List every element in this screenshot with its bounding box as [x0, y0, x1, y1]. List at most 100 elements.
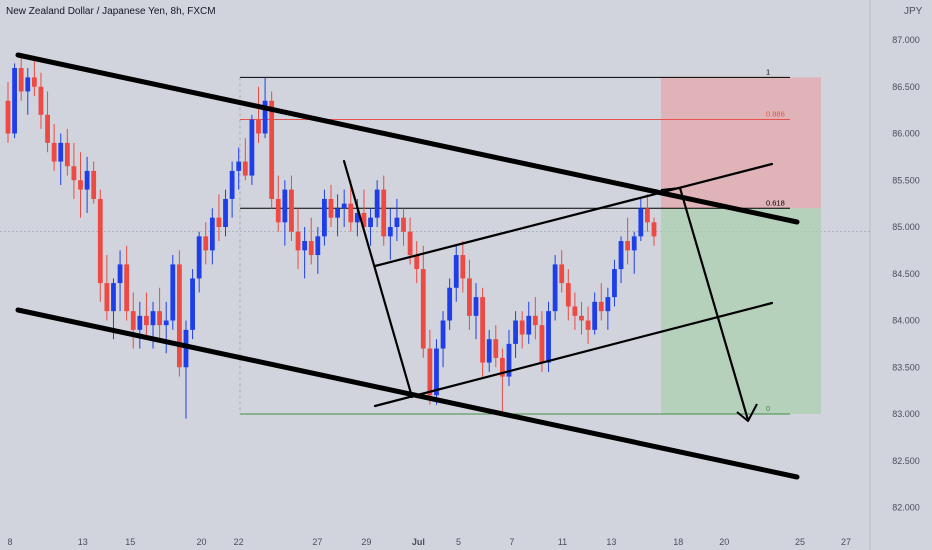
candle-body[interactable]	[552, 264, 558, 312]
candle-body[interactable]	[229, 170, 235, 199]
candle-body[interactable]	[473, 297, 479, 316]
candle-body[interactable]	[130, 311, 136, 330]
candle-body[interactable]	[532, 315, 538, 326]
candle-body[interactable]	[91, 170, 97, 199]
candle-body[interactable]	[157, 311, 163, 326]
candle-body[interactable]	[638, 208, 644, 237]
candle-body[interactable]	[170, 264, 176, 321]
candle-body[interactable]	[579, 315, 584, 321]
candle-body[interactable]	[315, 236, 321, 256]
candle-body[interactable]	[242, 161, 248, 176]
candle-body[interactable]	[539, 325, 545, 363]
candle-body[interactable]	[97, 198, 103, 284]
candle-body[interactable]	[467, 278, 472, 316]
candle-body[interactable]	[565, 283, 571, 307]
candle-body[interactable]	[499, 357, 505, 377]
candle-body[interactable]	[216, 217, 222, 227]
candle-body[interactable]	[592, 301, 598, 330]
trendline-projection-arrow[interactable]	[678, 186, 750, 422]
candle-body[interactable]	[163, 320, 169, 326]
candle-body[interactable]	[295, 231, 301, 251]
candle-body[interactable]	[460, 255, 466, 279]
candle-body[interactable]	[5, 100, 11, 134]
candle-body[interactable]	[434, 348, 439, 396]
candle-body[interactable]	[124, 264, 130, 312]
candle-body[interactable]	[453, 255, 459, 288]
candle-body[interactable]	[111, 283, 116, 312]
candle-body[interactable]	[45, 114, 50, 143]
candle-body[interactable]	[137, 315, 143, 330]
candle-body[interactable]	[618, 241, 624, 270]
candle-body[interactable]	[262, 100, 268, 134]
candle-body[interactable]	[519, 320, 525, 335]
candle-body[interactable]	[407, 231, 413, 256]
candle-body[interactable]	[361, 212, 367, 227]
candle-body[interactable]	[104, 283, 110, 312]
candle-body[interactable]	[223, 198, 228, 227]
candle-body[interactable]	[190, 278, 195, 330]
candle-body[interactable]	[387, 227, 393, 237]
candle-body[interactable]	[322, 198, 327, 237]
candle-body[interactable]	[12, 68, 17, 134]
candle-body[interactable]	[64, 142, 70, 167]
candle-body[interactable]	[381, 189, 387, 237]
candle-body[interactable]	[427, 348, 433, 396]
candle-body[interactable]	[420, 269, 426, 349]
candle-body[interactable]	[58, 142, 64, 162]
candle-body[interactable]	[559, 264, 565, 284]
candle-body[interactable]	[625, 241, 631, 251]
candle-body[interactable]	[203, 236, 209, 251]
candle-body[interactable]	[18, 68, 24, 92]
candle-body[interactable]	[269, 100, 275, 199]
candle-body[interactable]	[144, 315, 149, 326]
candle-body[interactable]	[440, 320, 446, 349]
candle-body[interactable]	[51, 142, 57, 162]
trendline-lower-channel[interactable]	[15, 307, 800, 480]
trendline-upper-channel[interactable]	[15, 52, 800, 225]
candle-body[interactable]	[25, 77, 31, 92]
candle-body[interactable]	[572, 306, 578, 316]
candle-body[interactable]	[598, 301, 604, 312]
candle-body[interactable]	[71, 166, 77, 181]
candle-body[interactable]	[605, 297, 611, 312]
candle-body[interactable]	[341, 203, 347, 209]
candle-body[interactable]	[249, 119, 255, 176]
trendline-impulse-leg[interactable]	[342, 159, 414, 399]
candle-body[interactable]	[38, 86, 44, 115]
candle-body[interactable]	[493, 339, 499, 358]
candle-body[interactable]	[117, 264, 123, 284]
candle-body[interactable]	[328, 198, 334, 218]
candle-body[interactable]	[612, 269, 617, 298]
candle-body[interactable]	[31, 77, 37, 87]
candle-body[interactable]	[302, 241, 308, 251]
candle-body[interactable]	[585, 320, 591, 330]
candle-body[interactable]	[176, 264, 182, 368]
candle-body[interactable]	[631, 236, 637, 251]
candle-body[interactable]	[447, 287, 453, 321]
trendline-wedge-lower[interactable]	[373, 301, 774, 408]
candle-body[interactable]	[513, 320, 518, 344]
candle-body[interactable]	[209, 217, 215, 251]
candle-body[interactable]	[414, 255, 420, 270]
candle-body[interactable]	[374, 189, 380, 218]
candle-body[interactable]	[78, 180, 83, 190]
candle-body[interactable]	[645, 208, 650, 223]
candle-body[interactable]	[335, 208, 340, 218]
candle-body[interactable]	[196, 236, 202, 279]
candle-body[interactable]	[506, 343, 512, 377]
candle-body[interactable]	[236, 161, 242, 171]
candle-body[interactable]	[289, 189, 294, 232]
candle-body[interactable]	[282, 189, 288, 223]
candle-body[interactable]	[546, 311, 551, 363]
candle-body[interactable]	[526, 315, 532, 335]
candle-body[interactable]	[486, 339, 492, 363]
candle-body[interactable]	[651, 222, 657, 237]
candle-body[interactable]	[275, 198, 281, 223]
candle-body[interactable]	[368, 217, 373, 227]
candle-body[interactable]	[348, 203, 354, 223]
candle-body[interactable]	[354, 212, 360, 223]
candle-body[interactable]	[480, 297, 486, 363]
trendline-wedge-upper[interactable]	[373, 162, 774, 268]
candle-body[interactable]	[256, 119, 261, 134]
